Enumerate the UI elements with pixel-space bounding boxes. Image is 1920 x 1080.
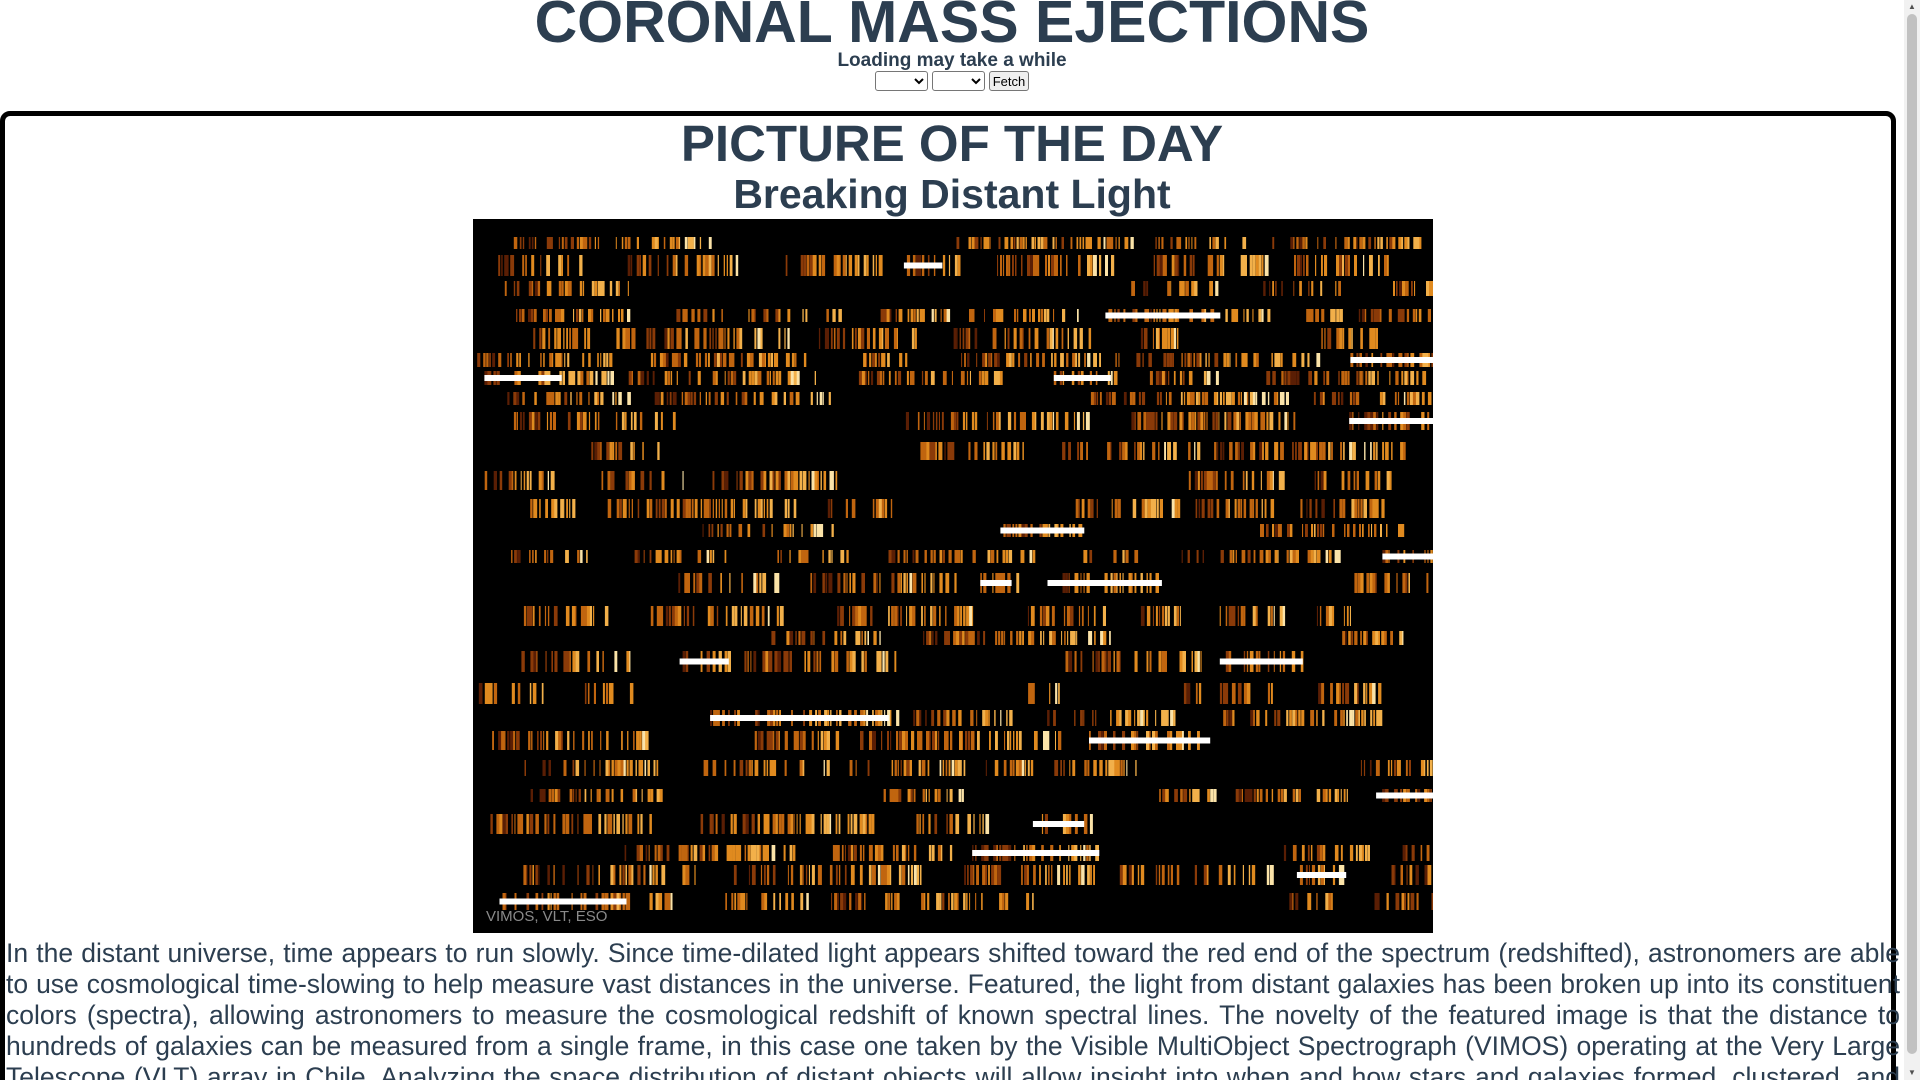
galaxy-spectra-image: [477, 237, 1433, 910]
potd-image: VIMOS, VLT, ESO: [473, 219, 1433, 933]
loading-notice: Loading may take a while: [837, 50, 1067, 71]
select-1[interactable]: [874, 71, 928, 91]
potd-description: In the distant universe, time appears to…: [6, 938, 1900, 1080]
fetch-button[interactable]: Fetch: [988, 71, 1030, 91]
select-2[interactable]: [931, 71, 985, 91]
scroll-thumb[interactable]: [1907, 14, 1917, 1054]
triangle-up-icon[interactable]: ▲: [1908, 2, 1916, 11]
triangle-down-icon[interactable]: ▼: [1908, 1068, 1916, 1077]
potd-title: Breaking Distant Light: [733, 171, 1171, 217]
potd-heading: PICTURE OF THE DAY: [680, 115, 1224, 172]
vertical-scrollbar[interactable]: ▲ ▼: [1904, 0, 1920, 1080]
page-title: CORONAL MASS EJECTIONS: [534, 0, 1370, 55]
fetch-controls: Fetch: [0, 71, 1904, 91]
picture-of-the-day-panel: [0, 111, 1896, 1080]
image-credit: VIMOS, VLT, ESO: [486, 908, 608, 925]
